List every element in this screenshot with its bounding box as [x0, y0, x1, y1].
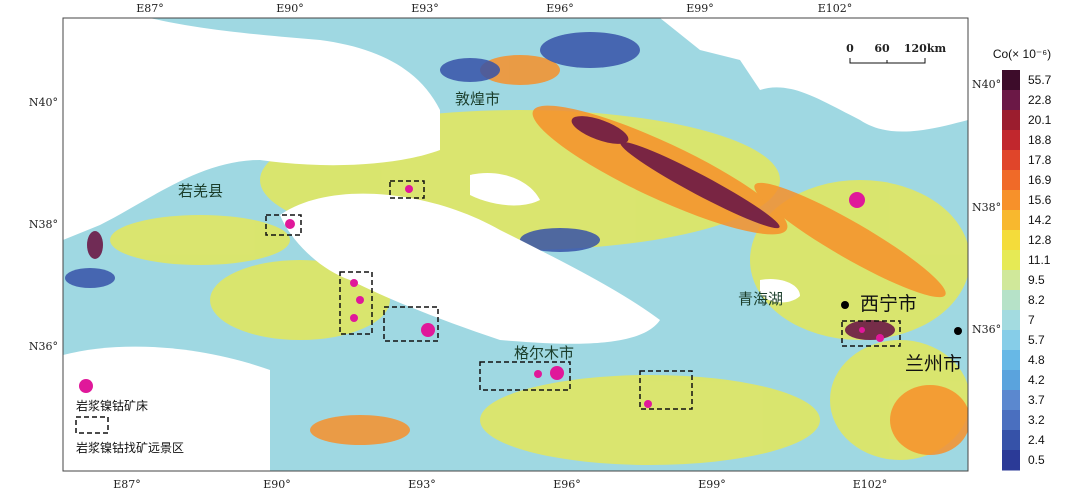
colorbar-cell [1002, 350, 1020, 371]
low-zones [65, 32, 640, 288]
colorbar-label: 18.8 [1028, 133, 1052, 147]
top-tick: E96° [546, 2, 574, 15]
bottom-tick: E102° [853, 478, 888, 491]
place: 若羌县 [178, 182, 223, 200]
colorbar-cell [1002, 390, 1020, 411]
right-tick: N40° [972, 78, 1001, 91]
peak-zones [87, 116, 895, 340]
top-tick: E102° [818, 2, 853, 15]
city: 西宁市 [860, 293, 917, 315]
colorbar-cell [1002, 290, 1020, 311]
colorbar-cell [1002, 110, 1020, 131]
left-tick: N38° [29, 218, 58, 231]
place: 敦煌市 [455, 90, 500, 108]
colorbar-label: 15.6 [1028, 193, 1052, 207]
place-names: 敦煌市 若羌县 青海湖 格尔木市 西宁市 兰州市 [178, 90, 962, 375]
legend-label: 岩浆镍钴矿床 [76, 398, 148, 413]
colorbar-cell [1002, 250, 1020, 271]
colorbar-cell [1002, 150, 1020, 171]
colorbar-label: 12.8 [1028, 233, 1052, 247]
legend-label: 岩浆镍钴找矿远景区 [76, 440, 184, 455]
colorbar-cell [1002, 90, 1020, 111]
colorbar-cell [1002, 330, 1020, 351]
colorbar-cell [1002, 310, 1020, 331]
colorbar-label: 17.8 [1028, 153, 1052, 167]
colorbar-label: 4.2 [1028, 373, 1045, 387]
colorbar-cell [1002, 410, 1020, 431]
colorbar-cell [1002, 370, 1020, 391]
colorbar-label: 4.8 [1028, 353, 1045, 367]
colorbar-label: 2.4 [1028, 433, 1045, 447]
colorbar-label: 22.8 [1028, 93, 1052, 107]
colorbar-label: 11.1 [1028, 253, 1051, 267]
colorbar-label: 5.7 [1028, 333, 1045, 347]
top-tick: E90° [276, 2, 304, 15]
colorbar-label: 9.5 [1028, 273, 1045, 287]
left-tick: N36° [29, 340, 58, 353]
bottom-tick: E93° [408, 478, 436, 491]
colorbar-cell [1002, 210, 1020, 231]
colorbar: 55.7 22.8 20.1 18.8 17.8 16.9 15.6 14.2 12.8 11.1… [1002, 70, 1052, 471]
left-tick: N40° [29, 96, 58, 109]
top-tick: E99° [686, 2, 714, 15]
bottom-tick: E96° [553, 478, 581, 491]
right-tick: N38° [972, 201, 1001, 214]
map-frame [62, 17, 969, 472]
axis-labels: E87° E90° E93° E96° E99° E102° E87° E90°… [29, 2, 1001, 491]
colorbar-label: 55.7 [1028, 73, 1052, 87]
place: 格尔木市 [514, 344, 574, 362]
colorbar-label: 14.2 [1028, 213, 1052, 227]
right-tick: N36° [972, 323, 1001, 336]
colorbar-cell [1002, 430, 1020, 451]
deposits [79, 185, 884, 408]
city: 兰州市 [905, 353, 962, 375]
scale-label: 60 [874, 42, 890, 55]
scale-bar: 0 60 120km [846, 42, 947, 64]
map-area [63, 18, 968, 471]
colorbar-label: 3.7 [1028, 393, 1045, 407]
scale-label: 120km [904, 42, 947, 55]
colorbar-cell [1002, 170, 1020, 191]
place: 青海湖 [738, 290, 783, 308]
colorbar-cell [1002, 190, 1020, 211]
top-tick: E93° [411, 2, 439, 15]
colorbar-cell [1002, 70, 1020, 91]
city-dot [954, 327, 962, 335]
bottom-tick: E87° [113, 478, 141, 491]
top-tick: E87° [136, 2, 164, 15]
colorbar-cell [1002, 450, 1020, 471]
colorbar-label: 7 [1028, 313, 1035, 327]
colorbar-cell [1002, 270, 1020, 291]
bottom-tick: E99° [698, 478, 726, 491]
colorbar-cell [1002, 130, 1020, 151]
colorbar-label: 8.2 [1028, 293, 1045, 307]
no-data [63, 18, 968, 471]
city-dot [841, 301, 849, 309]
colorbar-label: 20.1 [1028, 113, 1052, 127]
colorbar-label: 3.2 [1028, 413, 1045, 427]
scale-label: 0 [846, 42, 854, 55]
prospect-boxes [75, 180, 901, 434]
colorbar-label: 16.9 [1028, 173, 1052, 187]
colorbar-cell [1002, 230, 1020, 251]
colorbar-title: Co(× 10⁻⁶) [993, 47, 1051, 61]
colorbar-label: 0.5 [1028, 453, 1045, 467]
bottom-tick: E90° [263, 478, 291, 491]
